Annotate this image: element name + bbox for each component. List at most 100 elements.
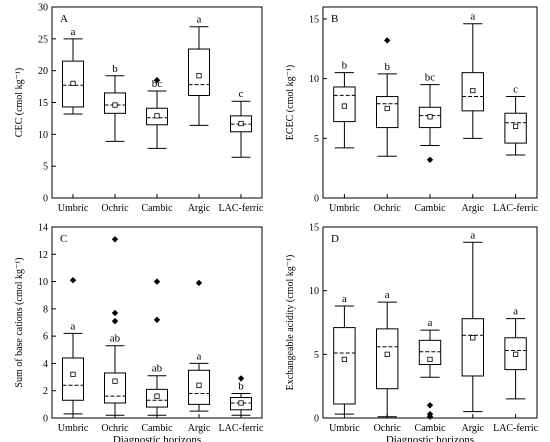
y-axis-label: CEC (cmol kg⁻¹): [14, 68, 25, 137]
mean-marker: [427, 356, 433, 363]
x-tick-label: Cambic: [414, 423, 446, 434]
mean-marker: [470, 87, 476, 94]
x-tick-label: Argic: [462, 203, 485, 214]
x-tick-label: Argic: [188, 423, 211, 434]
outlier-point: [111, 317, 119, 325]
y-tick-label: 0: [43, 414, 48, 425]
y-tick-label: 15: [38, 98, 48, 109]
significance-letter: a: [197, 350, 202, 362]
y-tick-label: 20: [38, 66, 48, 77]
significance-letter: a: [470, 229, 475, 241]
panel-c: 0 2 4 6 8 10 12 14 Umbric Ochric Cambic Argic LAC-fe…: [14, 223, 264, 442]
significance-letter: a: [197, 14, 202, 26]
y-axis-label: Sum of base cations (cmol kg⁻¹): [14, 257, 25, 387]
outlier-point: [153, 77, 161, 84]
mean-marker: [470, 335, 476, 341]
panel-b: 0 5 10 15 Umbric Ochric Cambic Argic LAC-ferric B…: [285, 6, 539, 214]
mean-marker: [513, 351, 519, 357]
box-ochric: b: [376, 37, 399, 157]
y-tick-label: 12: [38, 250, 48, 261]
box-ochric: a: [376, 289, 399, 418]
x-tick-label: Cambic: [141, 203, 173, 214]
box-umbric: b: [333, 60, 356, 149]
y-axis-label: Exchangeable acidity (cmol kg⁻¹): [285, 255, 296, 391]
mean-marker: [384, 105, 390, 112]
x-tick-label: LAC-ferric: [219, 423, 265, 434]
significance-letter: bc: [425, 72, 436, 84]
box-umbric: a: [62, 277, 84, 415]
box-lac-ferric: a: [504, 306, 527, 400]
y-tick-label: 5: [314, 350, 319, 361]
x-tick-label: LAC-ferric: [493, 423, 539, 434]
box-lac-ferric: c: [230, 88, 252, 158]
x-axis-label: Diagnostic horizons: [113, 434, 201, 442]
significance-letter: b: [342, 60, 348, 72]
outlier-point: [237, 375, 245, 382]
mean-marker: [112, 378, 118, 384]
box-ochric: b: [104, 63, 126, 142]
box-iqr: [376, 328, 399, 390]
x-tick-label: Cambic: [414, 203, 446, 214]
outlier-point: [426, 413, 434, 420]
x-tick-label: Ochric: [374, 203, 402, 214]
x-tick-label: Cambic: [141, 423, 173, 434]
outlier-point: [111, 236, 119, 243]
mean-marker: [238, 120, 244, 127]
outlier-point: [426, 402, 434, 409]
x-tick-label: Umbric: [58, 203, 89, 214]
y-tick-label: 30: [38, 3, 48, 14]
significance-letter: ab: [110, 333, 121, 345]
y-tick-label: 10: [309, 74, 319, 85]
box-argic: a: [188, 279, 210, 412]
x-tick-label: Ochric: [101, 203, 129, 214]
box-cambic: a: [418, 317, 442, 420]
box-argic: a: [188, 14, 210, 126]
significance-letter: ab: [152, 363, 163, 375]
significance-letter: a: [470, 11, 475, 23]
box-iqr: [188, 48, 210, 96]
mean-marker: [154, 393, 160, 399]
box-lac-ferric: c: [504, 84, 527, 156]
y-tick-label: 0: [314, 194, 319, 205]
box-cambic: bc: [146, 77, 168, 149]
y-tick-label: 15: [309, 223, 319, 234]
panel-a: 0 5 10 15 20 25 30 Umbric Ochric Cambic Argic LAC-f…: [14, 3, 264, 215]
mean-marker: [384, 351, 390, 357]
y-tick-label: 6: [43, 332, 48, 343]
box-lac-ferric: b: [230, 375, 252, 416]
significance-letter: b: [384, 61, 390, 73]
significance-letter: a: [385, 289, 390, 301]
box-umbric: a: [62, 26, 84, 115]
mean-marker: [196, 73, 202, 79]
mean-marker: [154, 113, 160, 119]
x-tick-label: Umbric: [58, 423, 89, 434]
outlier-point: [195, 279, 203, 287]
y-tick-label: 4: [43, 359, 48, 370]
y-tick-label: 2: [43, 386, 48, 397]
box-ochric: ab: [104, 236, 126, 416]
box-iqr: [333, 327, 356, 405]
mean-marker: [70, 371, 76, 377]
significance-letter: a: [342, 293, 347, 305]
x-tick-label: Ochric: [101, 423, 129, 434]
mean-marker: [238, 400, 244, 406]
y-tick-label: 8: [43, 304, 48, 315]
box-iqr: [418, 339, 442, 366]
panel-label: A: [60, 13, 68, 25]
box-iqr: [104, 372, 126, 404]
y-tick-label: 25: [38, 34, 48, 45]
box-iqr: [376, 96, 399, 129]
box-cambic: ab: [146, 278, 168, 416]
x-tick-label: Ochric: [374, 423, 402, 434]
significance-letter: b: [238, 380, 244, 392]
y-axis-label: ECEC (cmol kg⁻¹): [285, 65, 296, 141]
x-tick-label: Umbric: [329, 203, 360, 214]
outlier-point: [69, 277, 77, 284]
box-iqr: [461, 318, 485, 377]
mean-marker: [70, 80, 76, 86]
mean-marker: [112, 102, 118, 108]
y-tick-label: 14: [38, 223, 48, 234]
y-tick-label: 10: [38, 130, 48, 141]
outlier-point: [153, 278, 161, 285]
